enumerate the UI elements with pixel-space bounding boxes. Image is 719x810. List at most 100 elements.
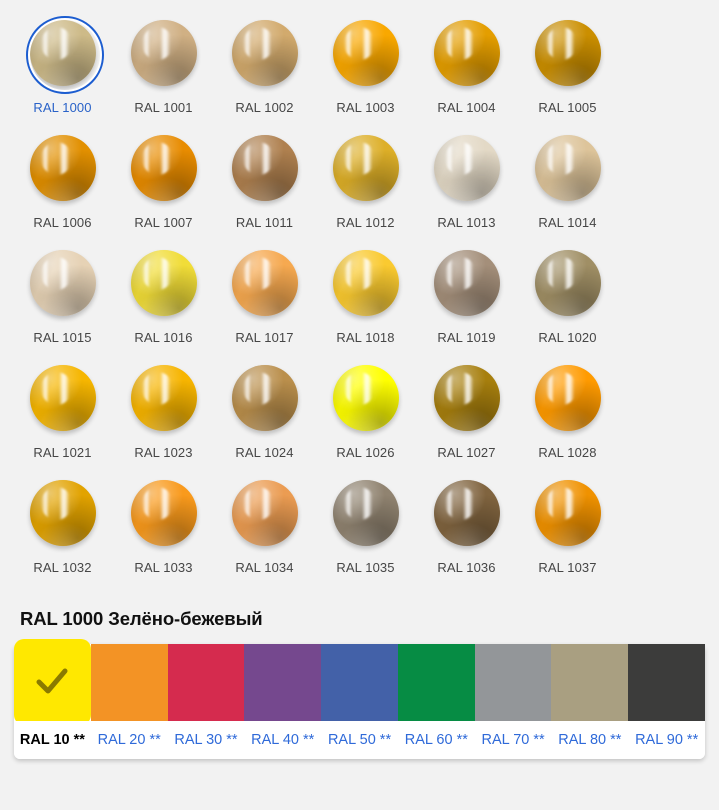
group-label-text: RAL 10 — [19, 732, 70, 748]
group-label-stars: ** — [686, 732, 699, 748]
ral-swatch-grid: RAL 1000 RAL 1001 RAL 1002 RAL 1003 RAL 1004… — [0, 12, 719, 587]
group-swatch-ral-60[interactable] — [397, 644, 475, 721]
color-sphere-icon — [130, 480, 197, 546]
swatch-ral-1006[interactable]: RAL 1006 — [12, 127, 113, 242]
swatch-sphere-wrap — [329, 131, 403, 205]
swatch-label: RAL 1014 — [538, 215, 597, 230]
swatch-ral-1034[interactable]: RAL 1034 — [214, 472, 315, 587]
swatch-ral-1037[interactable]: RAL 1037 — [517, 472, 618, 587]
swatch-ral-1000[interactable]: RAL 1000 — [12, 12, 113, 127]
swatch-ral-1013[interactable]: RAL 1013 — [416, 127, 517, 242]
color-sphere-icon — [29, 480, 96, 546]
swatch-label: RAL 1015 — [33, 330, 92, 345]
swatch-label: RAL 1005 — [538, 100, 597, 115]
swatch-ral-1023[interactable]: RAL 1023 — [113, 357, 214, 472]
swatch-ral-1007[interactable]: RAL 1007 — [113, 127, 214, 242]
swatch-ral-1014[interactable]: RAL 1014 — [517, 127, 618, 242]
swatch-ral-1021[interactable]: RAL 1021 — [12, 357, 113, 472]
swatch-label: RAL 1033 — [134, 560, 193, 575]
color-sphere-icon — [433, 365, 500, 431]
color-sphere-icon — [231, 135, 298, 201]
swatch-ral-1028[interactable]: RAL 1028 — [517, 357, 618, 472]
check-icon — [36, 668, 68, 694]
group-swatch-ral-20[interactable] — [90, 644, 168, 721]
swatch-ral-1033[interactable]: RAL 1033 — [113, 472, 214, 587]
group-swatch-ral-80[interactable] — [551, 644, 629, 721]
swatch-ral-1024[interactable]: RAL 1024 — [214, 357, 315, 472]
color-sphere-icon — [130, 250, 197, 316]
swatch-sphere-wrap — [127, 361, 201, 435]
swatch-ral-1012[interactable]: RAL 1012 — [315, 127, 416, 242]
group-label-ral-20[interactable]: RAL 20 ** — [91, 732, 168, 748]
color-sphere-icon — [231, 20, 298, 86]
swatch-ral-1019[interactable]: RAL 1019 — [416, 242, 517, 357]
group-label-ral-70[interactable]: RAL 70 ** — [475, 732, 552, 748]
swatch-label: RAL 1036 — [437, 560, 496, 575]
swatch-ral-1015[interactable]: RAL 1015 — [12, 242, 113, 357]
swatch-ral-1035[interactable]: RAL 1035 — [315, 472, 416, 587]
swatch-sphere-wrap — [531, 131, 605, 205]
swatch-ral-1002[interactable]: RAL 1002 — [214, 12, 315, 127]
group-label-text: RAL 90 — [635, 732, 683, 748]
swatch-label: RAL 1023 — [134, 445, 193, 460]
group-label-ral-50[interactable]: RAL 50 ** — [321, 732, 398, 748]
ral-group-bar: RAL 10 ** RAL 20 ** RAL 30 ** RAL 40 ** RAL … — [14, 639, 706, 759]
group-swatch-ral-40[interactable] — [244, 644, 322, 721]
swatch-ral-1027[interactable]: RAL 1027 — [416, 357, 517, 472]
swatch-ral-1032[interactable]: RAL 1032 — [12, 472, 113, 587]
swatch-label: RAL 1006 — [33, 215, 92, 230]
color-sphere-icon — [433, 480, 500, 546]
swatch-label: RAL 1004 — [437, 100, 496, 115]
swatch-ral-1018[interactable]: RAL 1018 — [315, 242, 416, 357]
swatch-ral-1016[interactable]: RAL 1016 — [113, 242, 214, 357]
swatch-sphere-wrap — [531, 361, 605, 435]
group-label-text: RAL 80 — [558, 732, 607, 748]
swatch-sphere-wrap — [228, 361, 302, 435]
swatch-label: RAL 1012 — [336, 215, 395, 230]
color-sphere-icon — [231, 365, 298, 431]
swatch-sphere-wrap — [531, 16, 605, 90]
swatch-label: RAL 1000 — [33, 100, 92, 115]
swatch-ral-1017[interactable]: RAL 1017 — [214, 242, 315, 357]
swatch-sphere-wrap — [329, 246, 403, 320]
swatch-sphere-wrap — [430, 246, 504, 320]
swatch-sphere-wrap — [26, 131, 100, 205]
group-label-ral-40[interactable]: RAL 40 ** — [244, 732, 321, 748]
color-sphere-icon — [29, 20, 96, 86]
swatch-ral-1003[interactable]: RAL 1003 — [315, 12, 416, 127]
swatch-sphere-wrap — [228, 131, 302, 205]
color-sphere-icon — [534, 365, 601, 431]
swatch-label: RAL 1017 — [235, 330, 294, 345]
swatch-sphere-wrap — [26, 246, 100, 320]
swatch-ral-1020[interactable]: RAL 1020 — [517, 242, 618, 357]
swatch-label: RAL 1024 — [235, 445, 294, 460]
group-label-stars: ** — [610, 732, 622, 748]
group-swatch-ral-90[interactable] — [628, 644, 706, 721]
group-swatch-ral-30[interactable] — [167, 644, 245, 721]
swatch-sphere-wrap — [228, 246, 302, 320]
swatch-ral-1036[interactable]: RAL 1036 — [416, 472, 517, 587]
swatch-sphere-wrap — [430, 16, 504, 90]
group-swatch-ral-10[interactable] — [14, 639, 91, 725]
swatch-sphere-wrap — [26, 361, 100, 435]
group-swatch-ral-70[interactable] — [474, 644, 552, 721]
swatch-label: RAL 1019 — [437, 330, 496, 345]
group-swatch-ral-50[interactable] — [321, 644, 398, 721]
group-label-ral-30[interactable]: RAL 30 ** — [168, 732, 245, 748]
swatch-ral-1026[interactable]: RAL 1026 — [315, 357, 416, 472]
swatch-ral-1001[interactable]: RAL 1001 — [113, 12, 214, 127]
detail-panel: RAL 1000 Зелёно-бежевый RAL 10 ** RAL 20 … — [0, 608, 719, 759]
swatch-ral-1011[interactable]: RAL 1011 — [214, 127, 315, 242]
swatch-label: RAL 1032 — [33, 560, 92, 575]
group-label-ral-10[interactable]: RAL 10 ** — [14, 732, 91, 748]
group-label-ral-60[interactable]: RAL 60 ** — [398, 732, 475, 748]
swatch-ral-1005[interactable]: RAL 1005 — [517, 12, 618, 127]
group-label-stars: ** — [226, 732, 238, 748]
swatch-label: RAL 1034 — [235, 560, 294, 575]
swatch-label: RAL 1037 — [538, 560, 597, 575]
color-sphere-icon — [29, 250, 96, 316]
swatch-ral-1004[interactable]: RAL 1004 — [416, 12, 517, 127]
group-label-ral-80[interactable]: RAL 80 ** — [551, 732, 628, 748]
color-sphere-icon — [332, 250, 399, 316]
group-label-ral-90[interactable]: RAL 90 ** — [628, 732, 705, 748]
